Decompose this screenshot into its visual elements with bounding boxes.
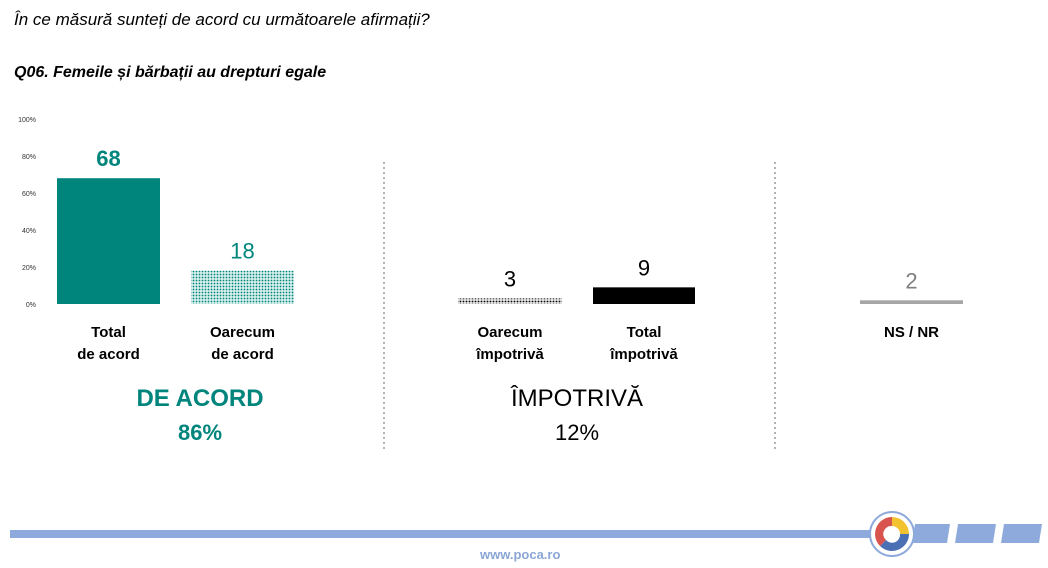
footer-bar-segment: [912, 524, 950, 543]
question-title: Q06. Femeile și bărbații au drepturi ega…: [14, 64, 327, 81]
category-label: de acord: [211, 346, 274, 363]
group-total-acord: 86%: [178, 420, 222, 445]
data-label: 3: [504, 266, 516, 291]
category-label: împotrivă: [475, 346, 544, 363]
category-label: Oarecum: [210, 324, 275, 341]
group-name-impotriva: ÎMPOTRIVĂ: [510, 385, 643, 412]
y-tick-label: 0%: [26, 302, 36, 309]
group-name-acord: DE ACORD: [136, 385, 263, 412]
bar-ns-nr: [860, 300, 963, 304]
category-label: NS / NR: [884, 324, 939, 341]
category-label: Oarecum: [477, 324, 542, 341]
poca-logo-icon: [869, 511, 915, 557]
footer-bar-segment: [955, 524, 996, 543]
data-label: 68: [96, 146, 120, 171]
bar-oarecum-impotriva: [458, 298, 562, 304]
data-label: 2: [905, 268, 917, 293]
data-label: 9: [638, 255, 650, 280]
y-tick-label: 60%: [22, 191, 36, 198]
category-label: Total: [627, 324, 662, 341]
y-tick-label: 100%: [18, 117, 36, 124]
category-label: împotrivă: [609, 346, 678, 363]
footer-bar-segment: [1001, 524, 1042, 543]
y-tick-label: 40%: [22, 228, 36, 235]
y-tick-label: 20%: [22, 265, 36, 272]
group-total-impotriva: 12%: [555, 420, 599, 445]
data-label: 18: [230, 239, 254, 264]
y-tick-label: 80%: [22, 154, 36, 161]
footer-bar: [10, 530, 872, 538]
bar-oarecum-acord: [191, 270, 294, 304]
category-label: de acord: [77, 346, 140, 363]
bar-total-impotriva: [593, 287, 695, 304]
footer-url[interactable]: www.poca.ro: [480, 547, 561, 562]
category-label: Total: [91, 324, 126, 341]
bar-total-acord: [57, 178, 160, 304]
survey-subtitle: În ce măsură sunteți de acord cu următoa…: [14, 10, 430, 29]
